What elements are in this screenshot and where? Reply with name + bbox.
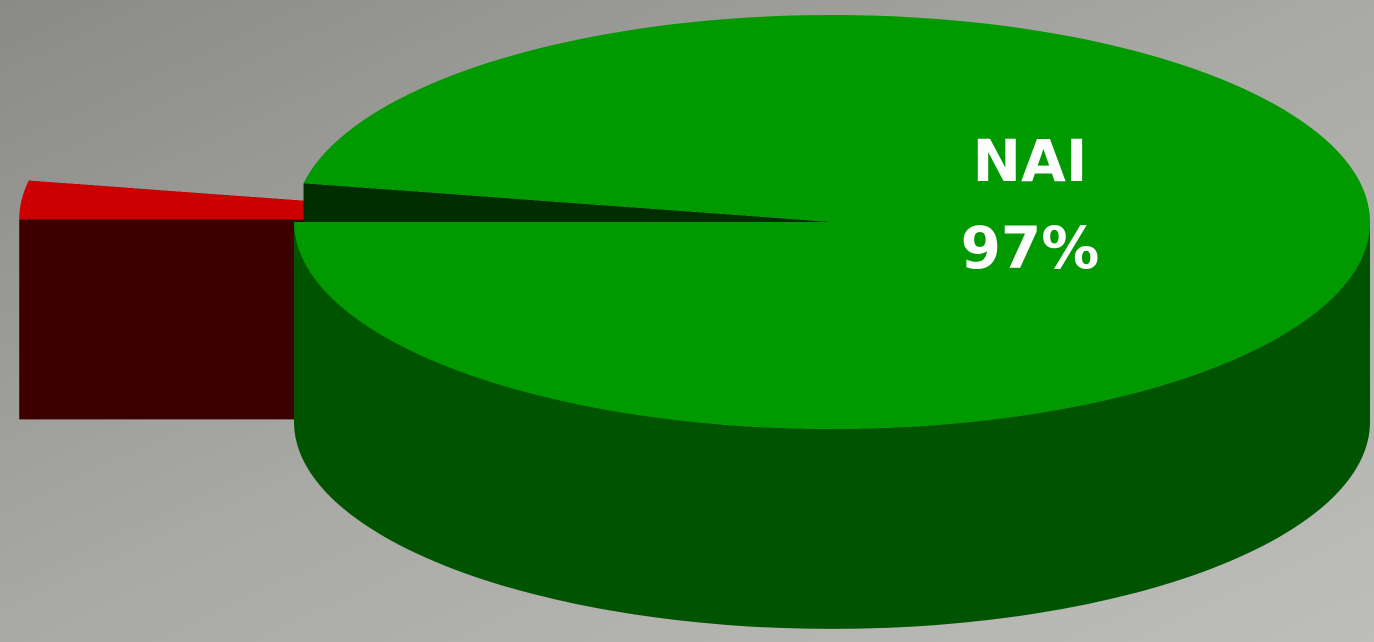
- slice: [294, 15, 1370, 430]
- slice-label: NAI: [972, 127, 1087, 195]
- slice-value-label: 97%: [961, 214, 1100, 282]
- slice-side: [294, 222, 1370, 629]
- pie: [19, 15, 1370, 629]
